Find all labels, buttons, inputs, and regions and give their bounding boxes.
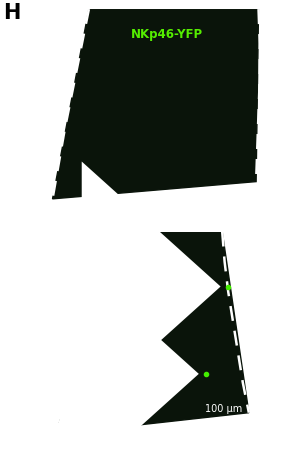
Polygon shape: [55, 232, 249, 434]
Text: NKp46-YFP: NKp46-YFP: [130, 29, 203, 41]
Text: 100 μm: 100 μm: [205, 404, 242, 414]
Text: Sham: Sham: [0, 95, 13, 139]
Polygon shape: [53, 9, 258, 199]
Text: L5x: L5x: [0, 326, 13, 353]
Text: H: H: [3, 3, 20, 23]
